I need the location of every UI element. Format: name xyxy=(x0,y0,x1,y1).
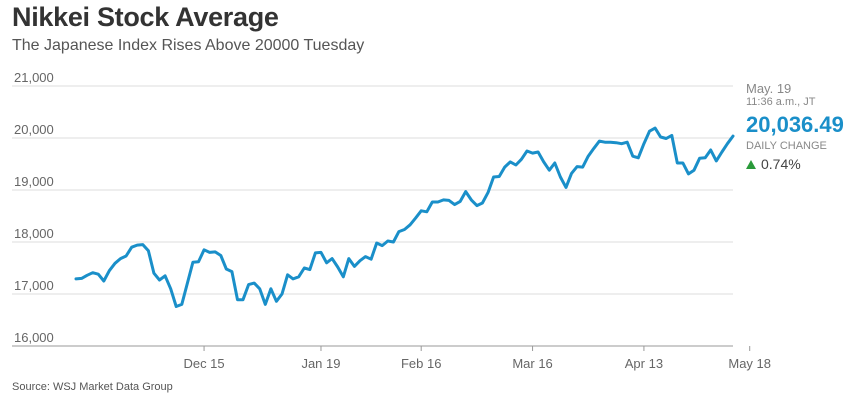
x-tick-label: Dec 15 xyxy=(183,356,224,371)
y-tick-label: 21,000 xyxy=(14,70,54,85)
up-triangle-icon xyxy=(746,160,756,169)
readout-date: May. 19 xyxy=(746,81,792,96)
gridlines xyxy=(12,85,733,347)
x-tick-label: May 18 xyxy=(728,356,771,371)
y-tick-label: 16,000 xyxy=(14,330,54,345)
y-axis-ticks: 16,000 17,000 18,000 19,000 20,000 21,000 xyxy=(14,70,54,345)
chart-title: Nikkei Stock Average xyxy=(12,2,279,32)
series-line xyxy=(74,126,735,308)
y-tick-label: 18,000 xyxy=(14,226,54,241)
daily-change-label: DAILY CHANGE xyxy=(746,140,827,152)
chart-subtitle: The Japanese Index Rises Above 20000 Tue… xyxy=(12,37,365,54)
daily-change-value: 0.74% xyxy=(761,156,801,172)
source-note: Source: WSJ Market Data Group xyxy=(12,381,173,393)
x-tick-label: Apr 13 xyxy=(625,356,663,371)
readout-time: 11:36 a.m., JT xyxy=(746,96,816,108)
y-tick-label: 17,000 xyxy=(14,278,54,293)
x-tick-label: Jan 19 xyxy=(301,356,340,371)
y-tick-label: 20,000 xyxy=(14,122,54,137)
readout-value: 20,036.49 xyxy=(746,112,844,137)
x-tick-label: Mar 16 xyxy=(512,356,552,371)
x-axis-ticks: Dec 15 Jan 19 Feb 16 Mar 16 Apr 13 May 18 xyxy=(183,346,771,371)
series-group xyxy=(74,126,735,308)
daily-change: 0.74% xyxy=(746,155,844,173)
latest-readout: May. 19 11:36 a.m., JT 20,036.49 DAILY C… xyxy=(746,82,844,173)
x-tick-label: Feb 16 xyxy=(401,356,441,371)
y-tick-label: 19,000 xyxy=(14,174,54,189)
